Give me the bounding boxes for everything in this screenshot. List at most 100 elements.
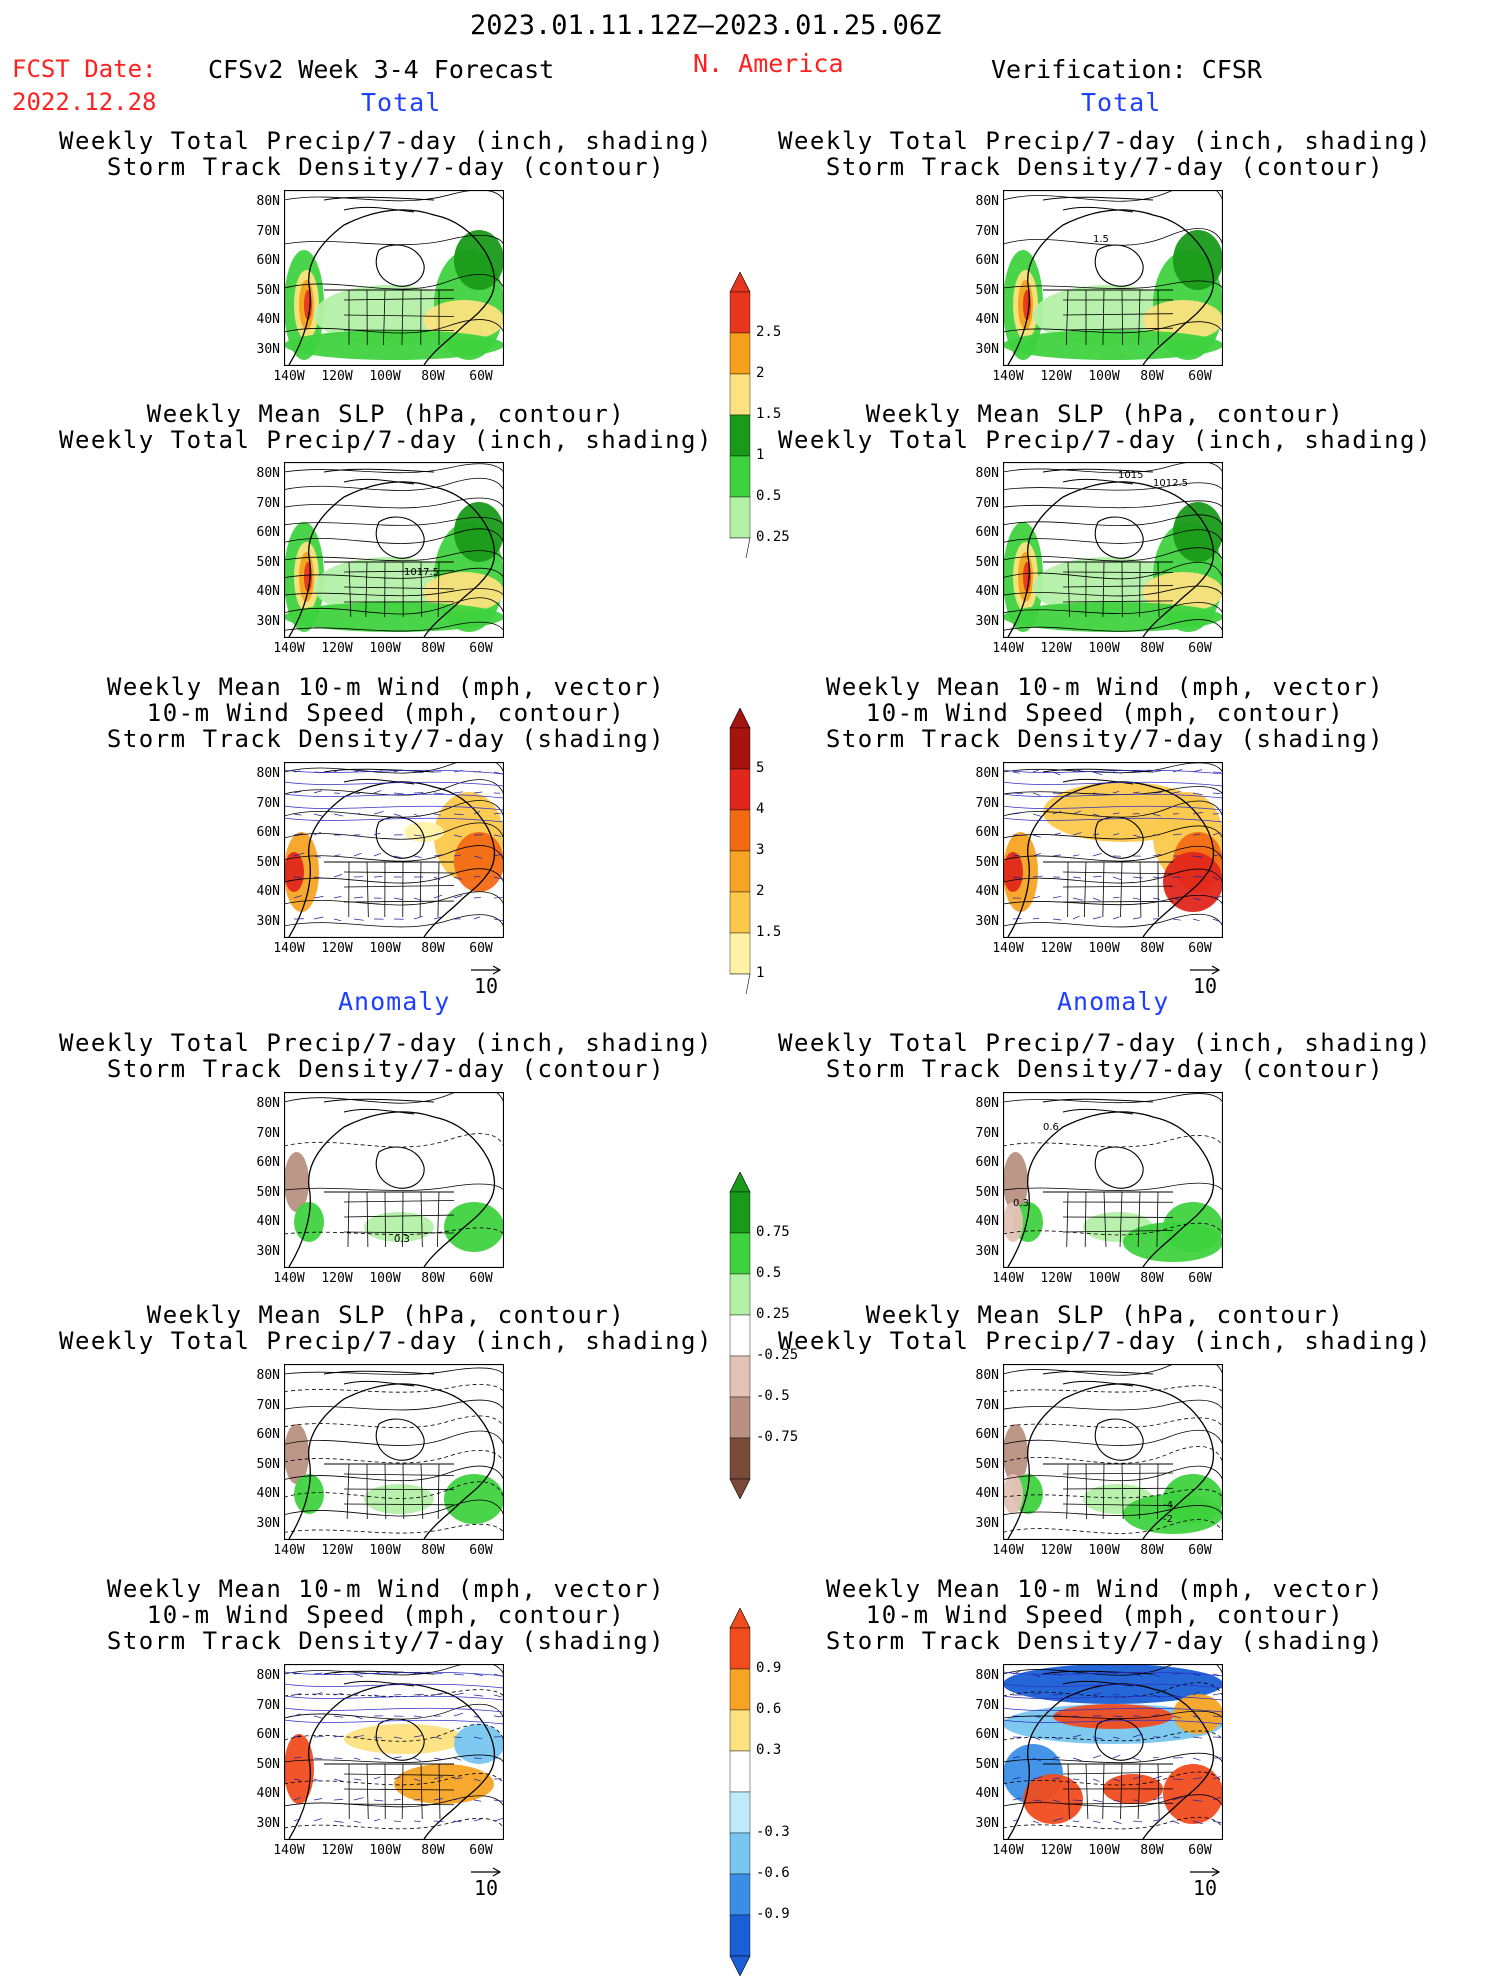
latitude-tick-label: 80N: [246, 194, 280, 209]
colorbar-segment: [730, 1792, 750, 1833]
colorbar-tick-label: 1: [756, 965, 764, 981]
latitude-tick-label: 30N: [246, 342, 280, 357]
latitude-tick-label: 70N: [246, 496, 280, 511]
longitude-tick-label: 100W: [360, 369, 410, 384]
latitude-tick-label: 40N: [965, 1786, 999, 1801]
colorbar-bottom-cap: [730, 1479, 750, 1499]
shading-region: [294, 1202, 324, 1242]
shading-region: [1163, 852, 1223, 912]
longitude-tick-label: 80W: [1127, 1543, 1177, 1558]
latitude-tick-label: 60N: [965, 525, 999, 540]
vector-reference-label: 10: [1193, 974, 1217, 998]
colorbar-segment: [730, 1874, 750, 1915]
latitude-tick-label: 70N: [965, 1398, 999, 1413]
colorbar-segment: [730, 1315, 750, 1356]
latitude-tick-label: 50N: [246, 1757, 280, 1772]
region-title: N. America: [693, 49, 844, 78]
fcst-date-label: FCST Date:: [12, 55, 157, 83]
colorbar-segment: [730, 333, 750, 374]
latitude-tick-label: 80N: [965, 766, 999, 781]
colorbar-segment: [730, 810, 750, 851]
colorbar-segment: [730, 933, 750, 974]
latitude-tick-label: 50N: [965, 555, 999, 570]
panel-title-line: Weekly Total Precip/7-day (inch, shading…: [36, 1328, 736, 1354]
colorbar-segment: [730, 1356, 750, 1397]
longitude-tick-label: 100W: [1079, 369, 1129, 384]
map-plot: -4-2: [1003, 1364, 1223, 1540]
shading-region: [1043, 782, 1203, 842]
map-plot: 1017.5: [284, 462, 504, 638]
contour-value-label: 0.3: [394, 1234, 410, 1245]
longitude-tick-label: 80W: [1127, 1271, 1177, 1286]
panel-title-line: Weekly Total Precip/7-day (inch, shading…: [755, 427, 1455, 453]
latitude-tick-label: 40N: [246, 1214, 280, 1229]
colorbar-tick-label: -0.5: [756, 1388, 790, 1404]
panel-title-line: Weekly Total Precip/7-day (inch, shading…: [36, 1030, 736, 1056]
colorbar-tick-label: -0.75: [756, 1429, 798, 1445]
latitude-tick-label: 70N: [965, 224, 999, 239]
longitude-tick-label: 80W: [1127, 641, 1177, 656]
colorbar-tick-label: -0.9: [756, 1906, 790, 1922]
longitude-tick-label: 140W: [983, 641, 1033, 656]
panel-title-line: Weekly Mean SLP (hPa, contour): [755, 401, 1455, 427]
colorbar-segment: [730, 456, 750, 497]
vector-reference-label: 10: [474, 974, 498, 998]
panel-title-line: Weekly Mean 10-m Wind (mph, vector): [36, 674, 736, 700]
longitude-tick-label: 80W: [408, 369, 458, 384]
latitude-tick-label: 40N: [965, 584, 999, 599]
latitude-tick-label: 70N: [246, 796, 280, 811]
latitude-tick-label: 80N: [246, 766, 280, 781]
longitude-tick-label: 140W: [264, 941, 314, 956]
shading-region: [454, 230, 504, 290]
colorbar-segment: [730, 497, 750, 538]
longitude-tick-label: 140W: [264, 641, 314, 656]
panel-title-line: Storm Track Density/7-day (contour): [755, 1056, 1455, 1082]
longitude-tick-label: 120W: [312, 1543, 362, 1558]
latitude-tick-label: 80N: [965, 194, 999, 209]
latitude-tick-label: 70N: [246, 1126, 280, 1141]
colorbar-tick-label: 0.6: [756, 1701, 781, 1717]
panel-title-line: Storm Track Density/7-day (shading): [755, 726, 1455, 752]
colorbar-segment: [730, 415, 750, 456]
colorbar-tick-label: 2: [756, 365, 764, 381]
panel-title-line: Storm Track Density/7-day (contour): [755, 154, 1455, 180]
latitude-tick-label: 70N: [965, 496, 999, 511]
panel-title-line: Storm Track Density/7-day (contour): [36, 1056, 736, 1082]
longitude-tick-label: 60W: [1175, 1843, 1225, 1858]
longitude-tick-label: 60W: [456, 1843, 506, 1858]
colorbar-top-cap: [730, 272, 750, 292]
latitude-tick-label: 40N: [246, 1486, 280, 1501]
latitude-tick-label: 30N: [246, 1244, 280, 1259]
colorbar-segment: [730, 1833, 750, 1874]
latitude-tick-label: 80N: [965, 1096, 999, 1111]
map-plot: 0.60.3: [1003, 1092, 1223, 1268]
longitude-tick-label: 120W: [1031, 1543, 1081, 1558]
latitude-tick-label: 50N: [965, 1185, 999, 1200]
latitude-tick-label: 60N: [246, 1155, 280, 1170]
latitude-tick-label: 60N: [246, 525, 280, 540]
colorbar-tick-label: 3: [756, 842, 764, 858]
latitude-tick-label: 60N: [965, 1155, 999, 1170]
latitude-tick-label: 60N: [246, 825, 280, 840]
shading-region: [1003, 1474, 1023, 1514]
model-title: CFSv2 Week 3-4 Forecast: [208, 55, 554, 84]
panel-title-line: 10-m Wind Speed (mph, contour): [36, 1602, 736, 1628]
longitude-tick-label: 60W: [456, 1271, 506, 1286]
contour-value-label: 0.6: [1043, 1122, 1059, 1133]
contour-value-label: -2: [1163, 1514, 1173, 1525]
colorbar-tick-label: -0.6: [756, 1865, 790, 1881]
latitude-tick-label: 60N: [246, 253, 280, 268]
longitude-tick-label: 60W: [1175, 641, 1225, 656]
colorbar-tick-label: -0.25: [756, 1347, 798, 1363]
colorbar-segment: [730, 1274, 750, 1315]
latitude-tick-label: 40N: [246, 884, 280, 899]
colorbar-segment: [730, 1397, 750, 1438]
colorbar-tick-label: 1.5: [756, 406, 781, 422]
longitude-tick-label: 80W: [408, 1543, 458, 1558]
contour-value-label: -4: [1163, 1500, 1173, 1511]
panel-title-line: Storm Track Density/7-day (contour): [36, 154, 736, 180]
map-plot: [1003, 1664, 1223, 1840]
map-plot: [284, 1364, 504, 1540]
map-plot: [284, 1664, 504, 1840]
colorbar-tick-label: 0.3: [756, 1742, 781, 1758]
